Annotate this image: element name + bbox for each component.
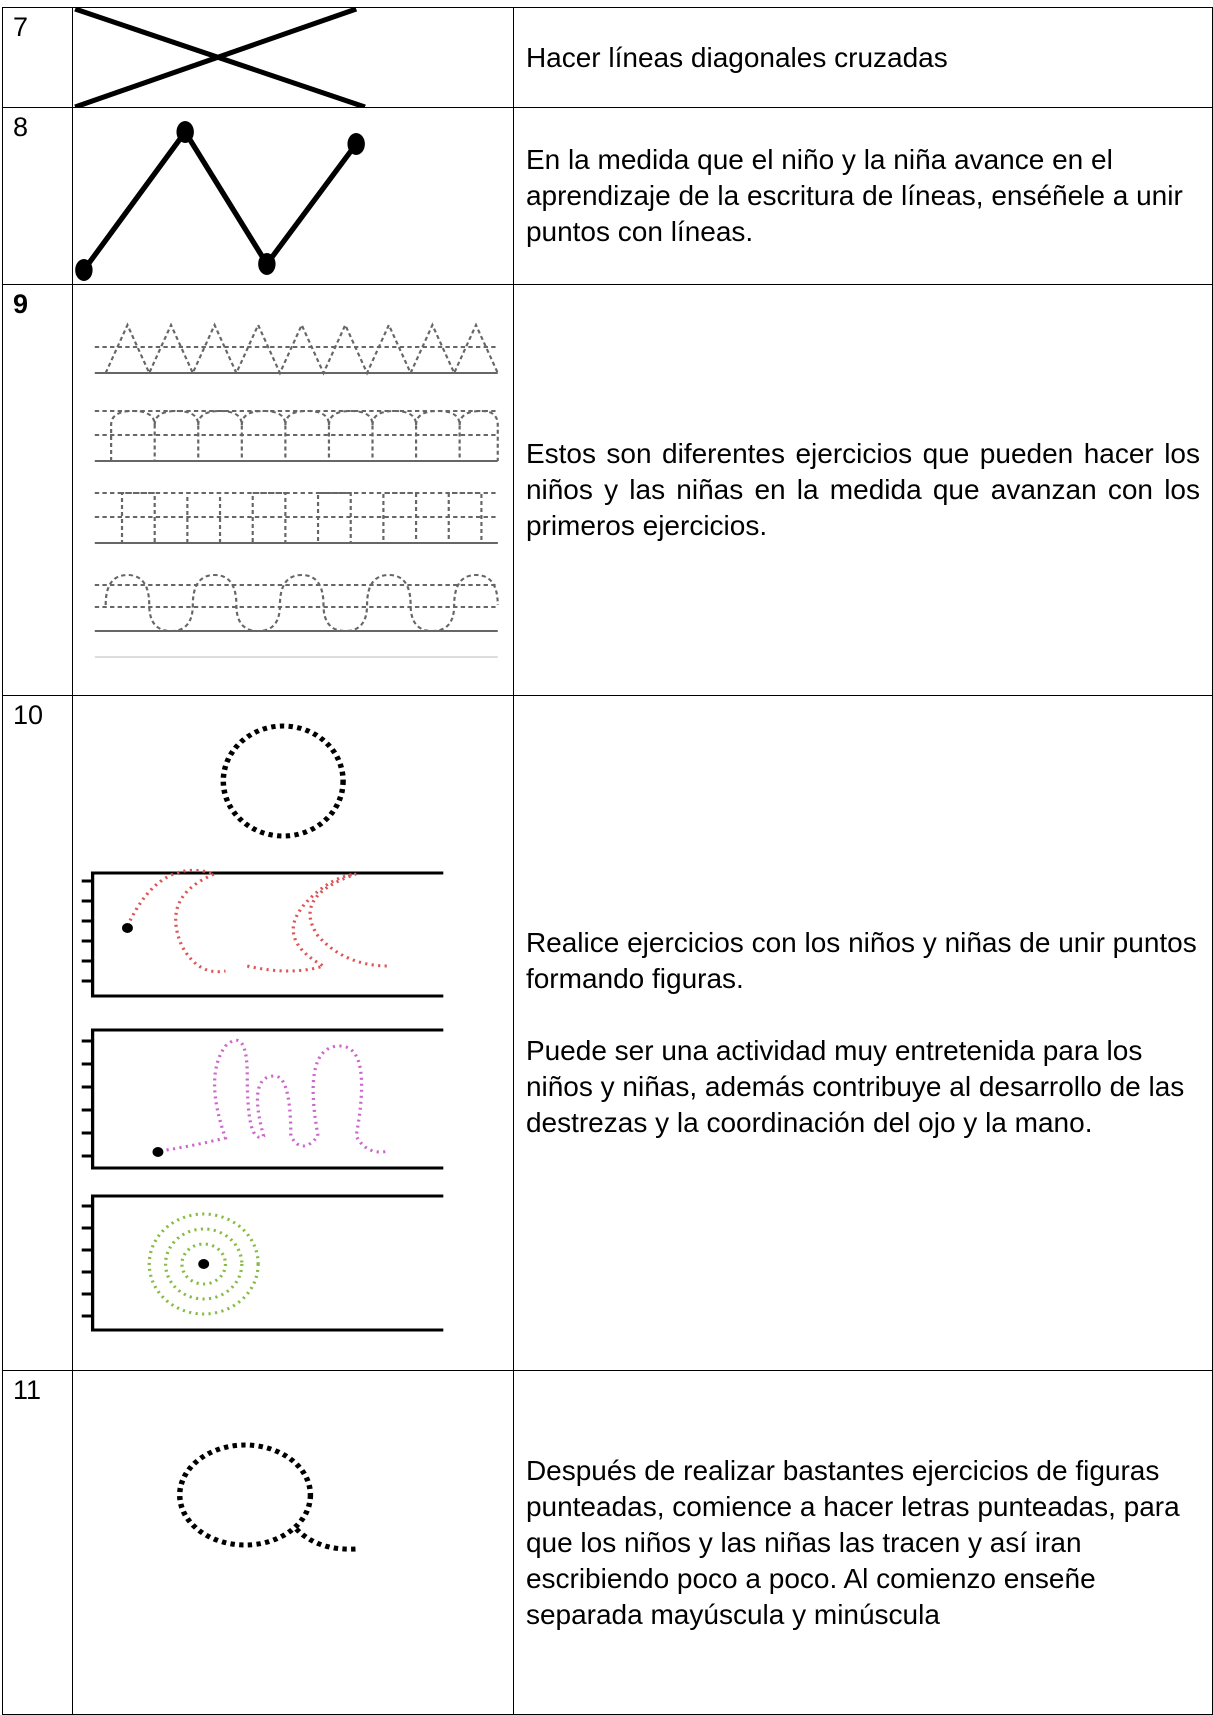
tracing-exercises xyxy=(94,322,499,658)
paragraph: Después de realizar bastantes ejercicios… xyxy=(525,1454,1180,1630)
illustration xyxy=(71,284,514,696)
row-number: 8 xyxy=(2,107,73,285)
row-number: 9 xyxy=(2,284,73,696)
illustration xyxy=(71,1370,514,1715)
illustration xyxy=(71,695,514,1371)
row: 8 En la medida que el niño y la niña ava… xyxy=(2,107,1213,285)
description: Hacer líneas diagonales cruzadas xyxy=(512,7,1213,108)
dot-figures xyxy=(81,723,444,1332)
paragraph: En la medida que el niño y la niña avanc… xyxy=(525,144,1183,247)
crossed-lines xyxy=(74,8,366,107)
row: 10 Realice ejercicios con los niños y ni… xyxy=(2,695,1213,1371)
paragraph: Puede ser una actividad muy entretenida … xyxy=(525,1035,1185,1138)
joined-dots xyxy=(75,121,365,281)
row: 7 Hacer líneas diagonales cruzadas xyxy=(2,7,1213,108)
exercise-table: 7 Hacer líneas diagonales cruzadas 8 En … xyxy=(2,7,1213,1715)
paragraph: Hacer líneas diagonales cruzadas xyxy=(525,41,948,73)
dotted-letter xyxy=(176,1442,357,1552)
paragraph: Estos son diferentes ejercicios que pued… xyxy=(525,438,1200,541)
row-number: 10 xyxy=(2,695,73,1371)
description: En la medida que el niño y la niña avanc… xyxy=(512,107,1213,285)
row-number: 7 xyxy=(2,7,73,108)
description: Estos son diferentes ejercicios que pued… xyxy=(512,284,1213,696)
row: 11 Después de realizar bastantes ejercic… xyxy=(2,1370,1213,1715)
paragraph: Realice ejercicios con los niños y niñas… xyxy=(525,927,1197,994)
description: Realice ejercicios con los niños y niñas… xyxy=(512,695,1213,1371)
row: 9 Estos son diferentes ejercicios que pu… xyxy=(2,284,1213,696)
illustration xyxy=(71,107,514,285)
illustration xyxy=(71,7,514,108)
row-number: 11 xyxy=(2,1370,73,1715)
description: Después de realizar bastantes ejercicios… xyxy=(512,1370,1213,1715)
